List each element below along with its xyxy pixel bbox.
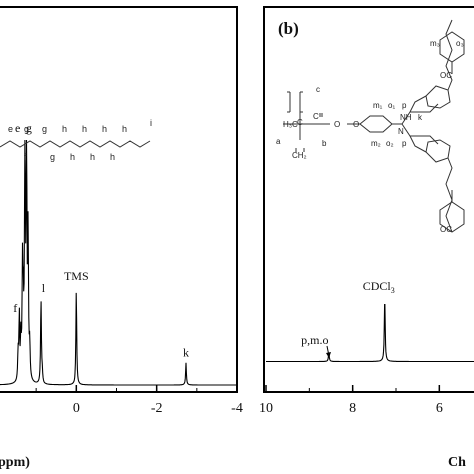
panel-b-structure-label-2: b	[322, 139, 327, 148]
panel-b-structure-label-9: m₁	[373, 101, 383, 110]
panel-b-structure-label-6: O	[334, 120, 340, 129]
alkyl-chain-structure	[0, 140, 151, 148]
panel-b-structure-label-11: m₂	[371, 139, 381, 148]
panel-a-structure-label-2: g	[42, 124, 47, 134]
pmo-arrowhead	[326, 352, 331, 358]
panel-a-spectrum-line	[0, 139, 237, 386]
panel-a-structure-label-12: h	[110, 152, 115, 162]
panel-b-structure-label-16: N	[398, 127, 404, 136]
panel-a-structure-label-5: h	[102, 124, 107, 134]
panel-b-structure-label-10: o₁	[388, 101, 395, 110]
panel-b-frame	[263, 6, 474, 393]
panel-b-structure-label-17: k	[418, 113, 423, 122]
panel-a-structure-label-7: i	[150, 118, 152, 128]
panel-a-structure-label-0: e	[8, 124, 13, 134]
panel-a-structure-label-8: f	[24, 152, 27, 162]
panel-a-x-axis-label: ppm)	[0, 455, 30, 470]
panel-b-structure-label-21: OC	[440, 225, 452, 234]
panel-b-structure-label-20: OC	[440, 71, 452, 80]
panel-a-tick-label-0: 0	[73, 401, 80, 416]
panel-b-x-axis-label: Ch	[448, 455, 466, 470]
panel-a-structure-label-4: h	[82, 124, 87, 134]
panel-b-structure-label-19: o₃	[456, 39, 464, 48]
panel-a-frame	[0, 6, 238, 393]
panel-a-peak-label-0: e	[15, 121, 20, 135]
panel-b-structure-label-15: NH	[400, 113, 412, 122]
panel-b-label: (b)	[278, 19, 299, 38]
porphyrin-structure	[283, 19, 465, 233]
panel-b-structure-label-14: p	[402, 139, 407, 148]
panel-a-structure-label-10: h	[70, 152, 75, 162]
panel-b-structure-label-8: CH₂	[292, 151, 307, 160]
panel-b-structure-label-4: C	[297, 118, 303, 127]
panel-a-structure-label-9: g	[50, 152, 55, 162]
panel-a-peak-label-4: TMS	[64, 269, 89, 283]
panel-a-structure-label-1: g	[24, 124, 29, 134]
panel-b-tick-label-1: 8	[349, 401, 356, 416]
panel-a-structure-label-3: h	[62, 124, 67, 134]
panel-b-peak-label-1: p,m.o	[301, 333, 328, 347]
panel-b-structure-label-13: p	[402, 101, 407, 110]
panel-b-structure-label-7: O	[353, 120, 359, 129]
panel-b-spectrum-line	[266, 303, 474, 363]
panel-b-structure-label-12: o₂	[386, 139, 394, 148]
panel-b-structure-label-18: m₃	[430, 39, 440, 48]
panel-a-structure-label-11: h	[90, 152, 95, 162]
panel-b-structure-label-1: a	[276, 137, 281, 146]
panel-b-structure-label-5: C	[313, 112, 319, 121]
panel-b-structure-label-3: H₃C	[283, 120, 298, 129]
panel-b-tick-label-2: 6	[436, 401, 443, 416]
panel-b-tick-label-0: 10	[259, 401, 273, 416]
panel-a-structure-label-6: h	[122, 124, 127, 134]
panel-a-tick-label-2: -4	[231, 401, 243, 416]
panel-a-tick-label-1: -2	[151, 401, 163, 416]
panel-a-peak-label-1: g	[26, 121, 32, 135]
panel-b-structure-label-0: c	[316, 85, 320, 94]
panel-a-peak-label-5: k	[183, 346, 189, 360]
panel-b-peak-label-0: CDCl3	[363, 279, 395, 295]
panel-a-peak-label-3: l	[42, 281, 46, 295]
panel-a-peak-label-2: f	[13, 301, 17, 315]
